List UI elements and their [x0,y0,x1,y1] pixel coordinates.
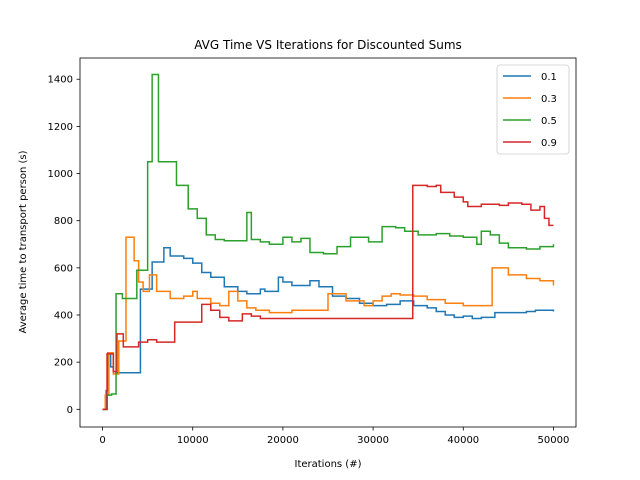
y-axis: 0 200 400 600 800 1000 1200 1400 [48,75,80,416]
legend: 0.1 0.3 0.5 0.9 [496,64,570,155]
series-line-0.9 [102,184,554,411]
plot-area [79,57,577,428]
legend-label-0.9: 0.9 [541,138,557,149]
x-tick-label: 20000 [267,435,299,446]
y-tick-label: 200 [54,358,73,369]
x-axis-label: Iterations (#) [295,459,362,470]
x-tick-label: 50000 [538,435,570,446]
x-tick-label: 10000 [177,435,209,446]
y-tick-label: 0 [67,405,73,416]
y-tick-label: 600 [54,263,73,274]
y-tick-label: 1000 [48,169,73,180]
plot-frame [79,57,577,428]
y-tick-label: 1400 [48,75,73,86]
y-tick-label: 1200 [48,122,73,133]
series-line-0.5 [102,73,555,411]
x-tick-label: 40000 [447,435,479,446]
y-tick-label: 400 [54,311,73,322]
x-axis: 0 10000 20000 30000 40000 50000 [99,427,569,446]
series-line-0.3 [102,236,555,411]
chart-title: AVG Time VS Iterations for Discounted Su… [194,38,462,52]
y-axis-label: Average time to transport person (s) [18,150,29,333]
legend-label-0.5: 0.5 [541,116,557,127]
legend-label-0.3: 0.3 [541,94,557,105]
x-tick-label: 30000 [357,435,389,446]
x-tick-label: 0 [99,435,105,446]
legend-box [496,64,570,155]
y-tick-label: 800 [54,216,73,227]
series-line-0.1 [102,247,555,411]
legend-label-0.1: 0.1 [541,72,557,83]
